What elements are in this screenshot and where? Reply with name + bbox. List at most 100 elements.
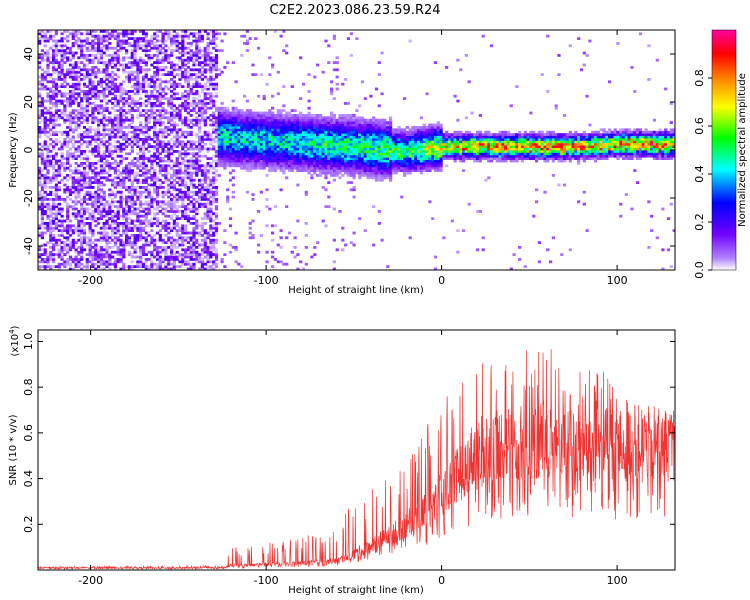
heatmap-cell xyxy=(195,212,199,216)
heatmap-cell xyxy=(141,140,146,144)
heatmap-cell xyxy=(316,133,320,136)
heatmap-cell xyxy=(77,226,81,230)
heatmap-cell xyxy=(57,147,61,151)
heatmap-cell xyxy=(310,169,314,172)
heatmap-cell xyxy=(307,128,311,132)
heatmap-cell xyxy=(80,205,84,208)
heatmap-cell xyxy=(198,106,202,110)
heatmap-cell xyxy=(251,145,255,148)
heatmap-cell xyxy=(195,166,199,170)
heatmap-cell xyxy=(203,262,207,266)
heatmap-cell xyxy=(38,193,42,196)
heatmap-cell xyxy=(155,147,160,151)
heatmap-cell xyxy=(91,90,95,93)
heatmap-cell xyxy=(259,142,263,146)
heatmap-cell xyxy=(237,130,241,134)
heatmap-cell xyxy=(158,66,162,69)
heatmap-cell xyxy=(170,229,174,232)
heatmap-cell xyxy=(299,145,303,148)
heatmap-cell xyxy=(57,75,61,79)
heatmap-cell xyxy=(52,236,56,240)
heatmap-cell xyxy=(71,246,75,249)
heatmap-cell xyxy=(153,123,157,127)
heatmap-cell xyxy=(122,68,126,72)
heatmap-cell xyxy=(228,140,233,144)
heatmap-cell xyxy=(164,202,168,206)
heatmap-cell xyxy=(46,58,50,62)
heatmap-cell xyxy=(203,154,207,158)
heatmap-cell xyxy=(94,181,98,184)
heatmap-cell xyxy=(136,135,140,139)
heatmap-cell xyxy=(127,32,131,36)
heatmap-cell xyxy=(209,238,213,242)
heatmap-cell xyxy=(80,255,84,259)
heatmap-cell xyxy=(111,121,115,124)
heatmap-cell xyxy=(85,42,89,45)
heatmap-cell xyxy=(52,219,56,223)
heatmap-cell xyxy=(63,49,67,52)
heatmap-cell xyxy=(113,159,117,163)
heatmap-cell xyxy=(195,78,199,81)
heatmap-cell xyxy=(147,44,151,48)
heatmap-cell xyxy=(102,94,106,98)
heatmap-cell xyxy=(80,78,84,81)
heatmap-cell xyxy=(113,109,117,112)
heatmap-cell xyxy=(296,147,300,151)
heatmap-cell xyxy=(116,222,120,225)
heatmap-cell xyxy=(38,147,42,151)
heatmap-cell xyxy=(192,205,196,208)
heatmap-cell xyxy=(178,236,182,240)
heatmap-cell xyxy=(46,92,50,96)
heatmap-cell xyxy=(74,30,78,33)
heatmap-cell xyxy=(40,159,44,163)
heatmap-cell xyxy=(80,54,84,57)
heatmap-cell xyxy=(214,82,219,86)
heatmap-cell xyxy=(279,260,283,264)
heatmap-cell xyxy=(167,210,171,213)
heatmap-cell xyxy=(40,102,44,105)
heatmap-cell xyxy=(119,150,123,153)
heatmap-cell xyxy=(268,123,272,127)
heatmap-cell xyxy=(167,188,171,192)
heatmap-cell xyxy=(195,258,199,261)
heatmap-cell xyxy=(313,154,317,158)
heatmap-cell xyxy=(321,133,325,136)
heatmap-cell xyxy=(307,111,311,115)
heatmap-cell xyxy=(251,138,255,141)
heatmap-cell xyxy=(91,260,95,264)
heatmap-cell xyxy=(251,63,255,67)
heatmap-cell xyxy=(74,202,78,206)
heatmap-cell xyxy=(195,164,199,168)
heatmap-cell xyxy=(82,241,87,244)
heatmap-cell xyxy=(195,250,199,254)
heatmap-cell xyxy=(251,150,255,153)
heatmap-cell xyxy=(122,181,126,184)
heatmap-cell xyxy=(155,212,160,216)
heatmap-cell xyxy=(299,164,303,168)
heatmap-cell xyxy=(122,176,126,180)
heatmap-cell xyxy=(105,250,109,254)
heatmap-cell xyxy=(172,34,176,38)
heatmap-cell xyxy=(175,150,179,153)
heatmap-cell xyxy=(116,214,120,218)
heatmap-cell xyxy=(299,130,303,134)
heatmap-cell xyxy=(82,186,87,189)
heatmap-cell xyxy=(287,154,292,158)
heatmap-cell xyxy=(164,150,168,153)
heatmap-cell xyxy=(54,106,58,110)
heatmap-cell xyxy=(158,85,162,88)
heatmap-cell xyxy=(105,68,109,72)
heatmap-cell xyxy=(206,97,210,100)
heatmap-cell xyxy=(130,193,134,196)
heatmap-cell xyxy=(209,51,213,55)
heatmap-cell xyxy=(175,42,179,45)
heatmap-cell xyxy=(164,66,168,69)
heatmap-cell xyxy=(99,262,103,266)
heatmap-cell xyxy=(282,49,286,52)
heatmap-cell xyxy=(139,246,143,249)
heatmap-cell xyxy=(164,126,168,129)
heatmap-cell xyxy=(155,46,160,50)
heatmap-cell xyxy=(313,157,317,160)
heatmap-cell xyxy=(52,130,56,134)
heatmap-cell xyxy=(206,217,210,220)
